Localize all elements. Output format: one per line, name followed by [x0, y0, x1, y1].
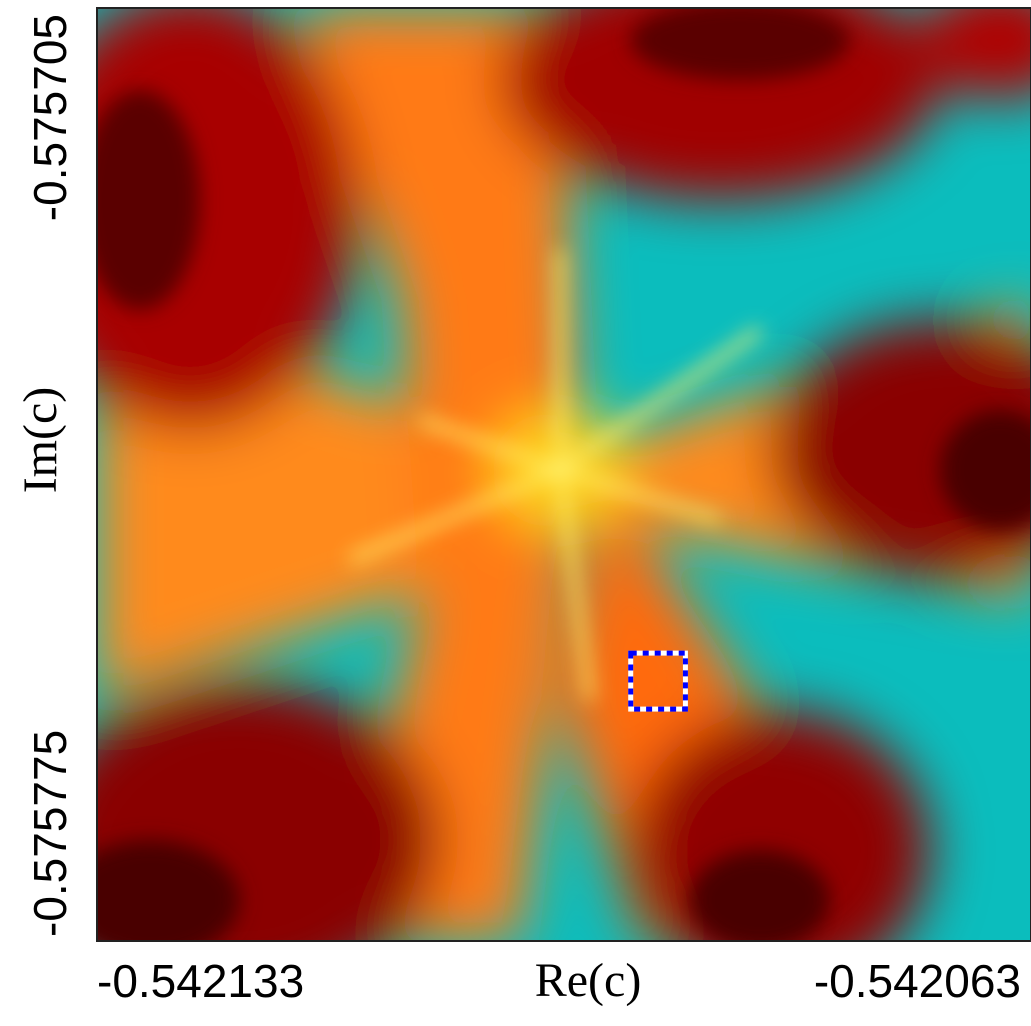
- highlight-box: [628, 650, 688, 712]
- x-tick-label: -0.542133: [97, 955, 304, 1007]
- y-tick-label: -0.575775: [24, 730, 76, 937]
- x-tick-label: -0.542063: [814, 955, 1021, 1007]
- y-tick-label: -0.575705: [24, 14, 76, 221]
- y-axis-label: Im(c): [14, 387, 67, 494]
- plot-frame: [96, 7, 1031, 942]
- x-axis-label: Re(c): [535, 954, 642, 1007]
- fractal-image: [97, 8, 1031, 941]
